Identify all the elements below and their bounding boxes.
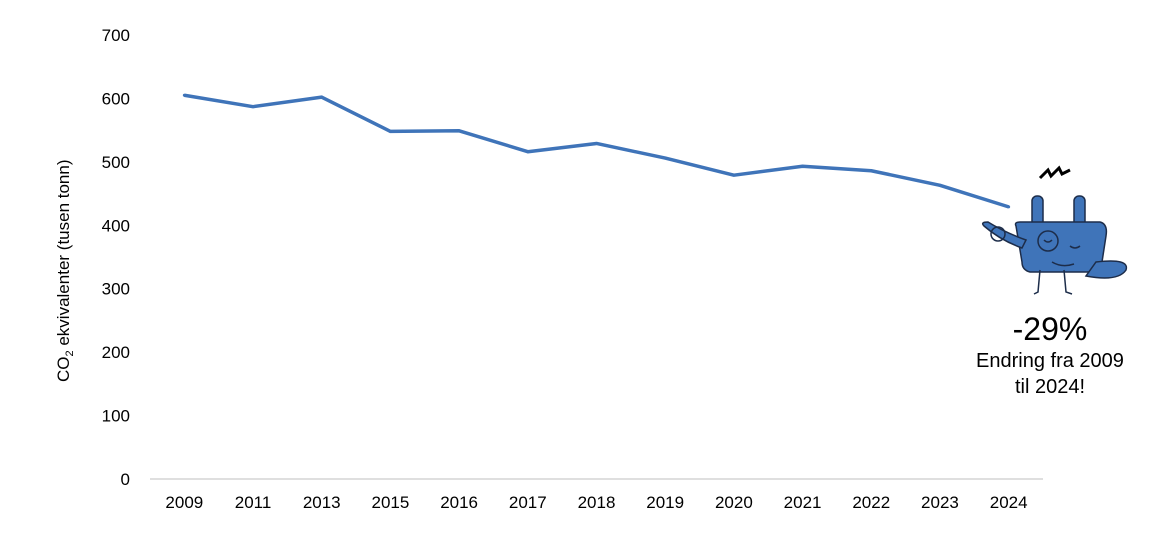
x-tick-label: 2017 bbox=[509, 493, 547, 512]
data-point bbox=[801, 164, 805, 168]
change-note-line1: Endring fra 2009 bbox=[976, 350, 1124, 372]
y-axis-ticks: 0 100 200 300 400 500 600 700 bbox=[102, 26, 130, 489]
y-tick-label: 600 bbox=[102, 89, 130, 108]
x-tick-label: 2013 bbox=[303, 493, 341, 512]
data-point bbox=[526, 150, 530, 154]
y-tick-label: 100 bbox=[102, 407, 130, 426]
y-tick-label: 200 bbox=[102, 343, 130, 362]
x-tick-label: 2021 bbox=[784, 493, 822, 512]
y-tick-label: 0 bbox=[121, 470, 130, 489]
x-tick-label: 2016 bbox=[440, 493, 478, 512]
x-tick-label: 2023 bbox=[921, 493, 959, 512]
data-point bbox=[1007, 205, 1011, 209]
x-tick-label: 2018 bbox=[578, 493, 616, 512]
change-note-line2: til 2024! bbox=[1014, 376, 1086, 398]
data-point bbox=[182, 93, 186, 97]
x-tick-label: 2011 bbox=[235, 493, 272, 512]
data-point bbox=[869, 169, 873, 173]
x-tick-label: 2015 bbox=[372, 493, 410, 512]
data-point bbox=[938, 183, 942, 187]
y-tick-label: 700 bbox=[102, 26, 130, 45]
data-point bbox=[732, 173, 736, 177]
x-axis-ticks: 2009 2011 2013 2015 2016 2017 2018 2019 2020 2021… bbox=[165, 493, 1027, 512]
y-axis-label: CO2 ekvivalenter (tusen tonn) bbox=[54, 159, 76, 382]
data-point bbox=[663, 156, 667, 160]
data-point bbox=[457, 129, 461, 133]
data-point bbox=[251, 105, 255, 109]
series-layer bbox=[182, 93, 1011, 209]
x-tick-label: 2020 bbox=[715, 493, 753, 512]
x-tick-label: 2019 bbox=[646, 493, 684, 512]
series-line bbox=[184, 93, 1010, 209]
x-tick-label: 2024 bbox=[990, 493, 1028, 512]
x-tick-label: 2022 bbox=[852, 493, 890, 512]
x-tick-label: 2009 bbox=[165, 493, 203, 512]
percent-change: -29% bbox=[1012, 311, 1088, 347]
plug-mascot-icon bbox=[981, 165, 1128, 295]
y-tick-label: 300 bbox=[102, 280, 130, 299]
data-point bbox=[388, 129, 392, 133]
y-tick-label: 400 bbox=[102, 216, 130, 235]
data-point bbox=[320, 95, 324, 99]
y-tick-label: 500 bbox=[102, 153, 130, 172]
data-point bbox=[595, 141, 598, 145]
change-annotation: -29% Endring fra 2009 til 2024! bbox=[945, 310, 1155, 400]
